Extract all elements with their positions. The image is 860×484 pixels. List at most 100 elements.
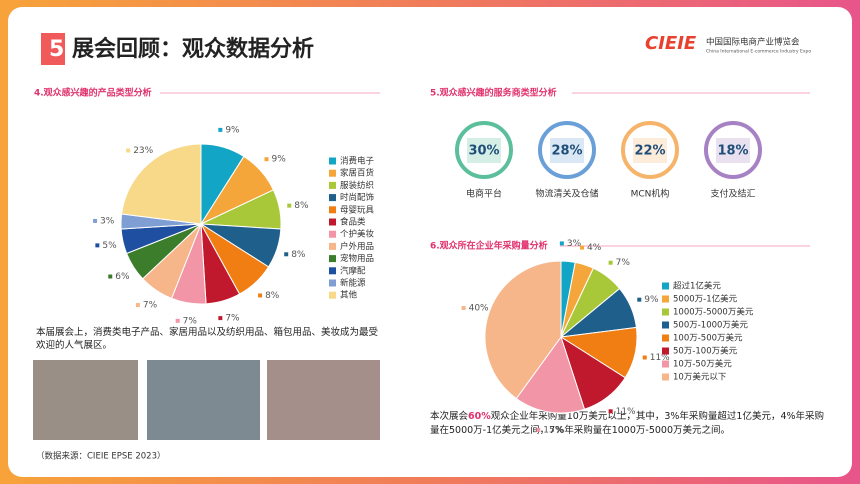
legend-swatch: [662, 295, 669, 303]
legend-label: 其他: [340, 290, 358, 301]
section-title: 6.观众所在企业年采购量分析: [430, 240, 548, 252]
service-ring: [455, 121, 513, 179]
service-icon: [716, 138, 750, 163]
label-marker: [284, 252, 289, 257]
data-label: 8%: [291, 250, 306, 260]
pie-slice: [515, 335, 586, 414]
data-label: 8%: [265, 291, 280, 301]
label-marker: [264, 157, 269, 162]
label-marker: [559, 241, 564, 246]
data-label: 6%: [115, 272, 130, 282]
legend-swatch: [329, 255, 336, 263]
legend-label: 超过1亿美元: [673, 281, 721, 292]
label-marker: [287, 203, 292, 208]
section-title: 4.观众感兴趣的产品类型分析: [34, 87, 152, 99]
data-label: 8%: [294, 201, 309, 211]
data-label: 7%: [143, 301, 158, 311]
data-label: 4%: [587, 243, 602, 253]
data-label: 23%: [133, 146, 153, 156]
service-value: 28%: [551, 144, 582, 159]
data-label: 11%: [616, 407, 636, 417]
label-marker: [218, 316, 223, 321]
legend-swatch: [662, 360, 669, 368]
legend-label: 母婴玩具: [340, 205, 375, 215]
label-marker: [580, 245, 585, 250]
legend-swatch: [329, 194, 336, 202]
label-marker: [536, 427, 541, 432]
legend-swatch: [662, 347, 669, 355]
data-label: 9%: [644, 295, 659, 305]
label-marker: [637, 297, 642, 302]
legend-label: 个护美妆: [340, 229, 375, 240]
logo: CIEIE: [645, 33, 697, 54]
number-badge: [41, 33, 65, 65]
label-marker: [642, 355, 647, 360]
legend-swatch: [662, 282, 669, 290]
source: （数据来源：CIEIE EPSE 2023）: [36, 451, 166, 462]
service-value: 30%: [468, 144, 499, 159]
service-icon: [550, 138, 584, 163]
legend-label: 1000万-5000万美元: [673, 307, 754, 318]
pie-slice: [484, 260, 562, 400]
label-marker: [126, 148, 131, 153]
legend-label: 时尚配饰: [340, 192, 375, 203]
summary-box: 本次展会60%观众企业年采购量10万美元以上，其中，3%年采购量超过1亿美元，4…: [430, 410, 825, 438]
legend-label: 100万-500万美元: [673, 333, 743, 344]
service-icon: [467, 138, 501, 163]
service-value: 22%: [634, 144, 665, 159]
data-label: 9%: [272, 155, 287, 165]
legend-label: 新能源: [340, 278, 366, 289]
photo: [33, 360, 138, 440]
data-label: 7%: [225, 314, 240, 324]
logo-en: China International E-commerce Industry …: [706, 49, 811, 55]
summary-text: 本次展会60%观众企业年采购量10万美元以上，其中，3%年采购量超过1亿美元，4…: [430, 410, 825, 438]
data-label: 40%: [469, 303, 489, 313]
text: 观众企业年采购量10万美元以上，其中，3%年采购量超过1亿美元，4%年采购量在5…: [430, 411, 825, 436]
label-marker: [108, 274, 113, 279]
legend-swatch: [329, 242, 336, 250]
legend-swatch: [662, 308, 669, 316]
legend-label: 10万美元以下: [673, 372, 727, 383]
data-label: 5%: [102, 241, 117, 251]
section-number: 5: [49, 37, 64, 62]
legend-label: 宠物用品: [340, 253, 374, 264]
legend-swatch: [329, 181, 336, 189]
legend-swatch: [329, 169, 336, 177]
label-marker: [608, 409, 613, 414]
summary-text: 本届展会上，消费类电子产品、家居用品以及纺织用品、箱包用品、美妆成为最受欢迎的人…: [36, 327, 379, 351]
legend-swatch: [329, 157, 336, 165]
label-marker: [175, 318, 180, 323]
legend-label: 消费电子: [340, 156, 375, 167]
legend-label: 服装纺织: [340, 180, 374, 191]
data-label: 15%: [543, 425, 563, 435]
logo-cn: 中国国际电商产业博览会: [706, 37, 800, 48]
label-marker: [608, 260, 613, 265]
data-label: 7%: [183, 316, 198, 326]
service-ring: [704, 121, 762, 179]
legend-label: 家居百货: [340, 168, 375, 179]
service-ring: [621, 121, 679, 179]
service-label: 物流清关及仓储: [535, 188, 598, 200]
legend-label: 5000万-1亿美元: [673, 294, 738, 305]
legend-swatch: [662, 321, 669, 329]
legend-swatch: [662, 373, 669, 381]
section-title: 5.观众感兴趣的服务商类型分析: [430, 87, 557, 99]
photo: [267, 360, 380, 440]
label-marker: [258, 293, 263, 298]
highlight: 60%: [468, 411, 491, 422]
label-marker: [218, 127, 223, 132]
label-marker: [93, 218, 98, 223]
legend-swatch: [329, 279, 336, 287]
label-marker: [135, 303, 140, 308]
data-label: 7%: [616, 258, 631, 268]
service-label: MCN机构: [631, 188, 670, 200]
text: 本次展会: [430, 411, 469, 422]
label-marker: [95, 243, 100, 248]
label-marker: [461, 305, 466, 310]
legend-label: 10万-50万美元: [673, 359, 732, 370]
service-label: 电商平台: [466, 188, 502, 200]
service-label: 支付及结汇: [710, 188, 755, 200]
legend-label: 户外用品: [340, 241, 374, 252]
legend-label: 50万-100万美元: [673, 346, 738, 357]
